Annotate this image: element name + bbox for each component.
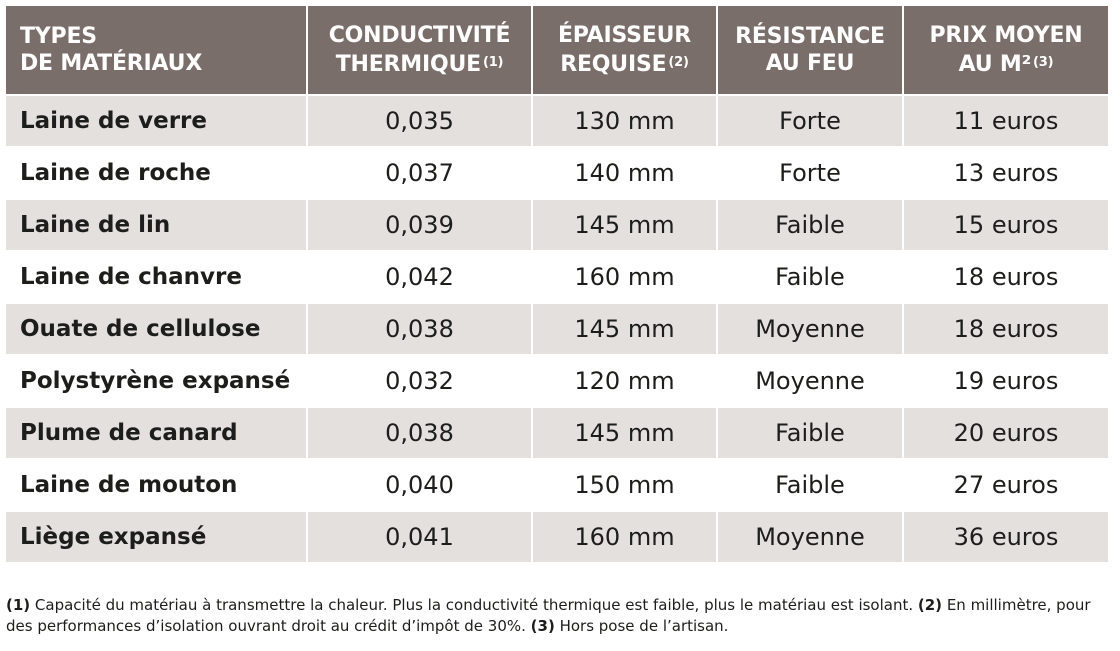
header-prix-line1: PRIX MOYEN [929,23,1083,48]
footnote-2-marker: (2) [917,596,943,614]
header-conductivite: CONDUCTIVITÉ THERMIQUE (1) [308,6,531,94]
table-row: Liège expansé 0,041 160 mm Moyenne 36 eu… [6,512,1108,562]
cell-resistance: Moyenne [718,304,902,354]
cell-prix: 20 euros [904,408,1108,458]
header-conductivite-line1: CONDUCTIVITÉ [328,23,511,48]
cell-prix: 18 euros [904,252,1108,302]
cell-epaisseur: 160 mm [533,512,716,562]
cell-epaisseur: 140 mm [533,148,716,198]
cell-prix: 27 euros [904,460,1108,510]
header-prix-line2: AU M² [958,52,1032,77]
table-row: Plume de canard 0,038 145 mm Faible 20 e… [6,408,1108,458]
footnote-2-text: En milli­mètre, pour des performances d’… [6,596,1091,635]
cell-resistance: Faible [718,252,902,302]
cell-material-name: Laine de mouton [6,460,306,510]
footnotes: (1) Capacité du matériau à transmettre l… [6,595,1106,637]
footnote-1-marker: (1) [6,596,31,614]
cell-conductivite: 0,035 [308,96,531,146]
header-conductivite-line2: THERMIQUE [335,52,481,77]
cell-resistance: Moyenne [718,512,902,562]
cell-material-name: Plume de canard [6,408,306,458]
cell-epaisseur: 120 mm [533,356,716,406]
insulation-table-container: TYPES DE MATÉRIAUX CONDUCTIVITÉ THERMIQU… [6,6,1112,562]
table-row: Laine de roche 0,037 140 mm Forte 13 eur… [6,148,1108,198]
table-row: Polystyrène expansé 0,032 120 mm Moyenne… [6,356,1108,406]
table-row: Laine de verre 0,035 130 mm Forte 11 eur… [6,96,1108,146]
cell-material-name: Laine de verre [6,96,306,146]
header-conductivite-note: (1) [482,55,504,70]
cell-prix: 13 euros [904,148,1108,198]
cell-conductivite: 0,039 [308,200,531,250]
cell-conductivite: 0,041 [308,512,531,562]
cell-resistance: Faible [718,200,902,250]
table-row: Laine de lin 0,039 145 mm Faible 15 euro… [6,200,1108,250]
header-prix-note: (3) [1033,55,1054,70]
insulation-materials-table: TYPES DE MATÉRIAUX CONDUCTIVITÉ THERMIQU… [4,4,1110,564]
header-row: TYPES DE MATÉRIAUX CONDUCTIVITÉ THERMIQU… [6,6,1108,94]
cell-prix: 19 euros [904,356,1108,406]
header-resistance: RÉSISTANCE AU FEU [718,6,902,94]
cell-conductivite: 0,040 [308,460,531,510]
cell-resistance: Forte [718,96,902,146]
table-row: Ouate de cellulose 0,038 145 mm Moyenne … [6,304,1108,354]
cell-resistance: Forte [718,148,902,198]
cell-material-name: Laine de roche [6,148,306,198]
cell-material-name: Ouate de cellulose [6,304,306,354]
table-body: Laine de verre 0,035 130 mm Forte 11 eur… [6,96,1108,562]
cell-material-name: Polystyrène expansé [6,356,306,406]
header-types: TYPES DE MATÉRIAUX [6,6,306,94]
footnote-1-text: Capacité du matériau à transmettre la ch… [30,596,918,614]
footnote-3-marker: (3) [530,617,555,635]
cell-conductivite: 0,032 [308,356,531,406]
header-resistance-line2: AU FEU [765,51,855,76]
cell-epaisseur: 160 mm [533,252,716,302]
cell-conductivite: 0,042 [308,252,531,302]
header-types-line1: TYPES [20,24,97,49]
table-row: Laine de chanvre 0,042 160 mm Faible 18 … [6,252,1108,302]
cell-resistance: Faible [718,460,902,510]
header-epaisseur-note: (2) [668,55,689,70]
cell-prix: 15 euros [904,200,1108,250]
cell-prix: 11 euros [904,96,1108,146]
header-prix: PRIX MOYEN AU M² (3) [904,6,1108,94]
cell-epaisseur: 130 mm [533,96,716,146]
cell-epaisseur: 145 mm [533,304,716,354]
footnote-3-text: Hors pose de l’artisan. [554,617,729,635]
cell-conductivite: 0,037 [308,148,531,198]
cell-prix: 18 euros [904,304,1108,354]
header-types-line2: DE MATÉRIAUX [20,51,203,76]
cell-conductivite: 0,038 [308,408,531,458]
cell-resistance: Moyenne [718,356,902,406]
cell-prix: 36 euros [904,512,1108,562]
cell-material-name: Laine de chanvre [6,252,306,302]
cell-material-name: Laine de lin [6,200,306,250]
table-row: Laine de mouton 0,040 150 mm Faible 27 e… [6,460,1108,510]
header-resistance-line1: RÉSISTANCE [735,24,885,49]
header-epaisseur-line2: REQUISE [560,52,667,77]
cell-material-name: Liège expansé [6,512,306,562]
table-header: TYPES DE MATÉRIAUX CONDUCTIVITÉ THERMIQU… [6,6,1108,94]
cell-epaisseur: 145 mm [533,408,716,458]
cell-resistance: Faible [718,408,902,458]
header-epaisseur: ÉPAISSEUR REQUISE (2) [533,6,716,94]
header-epaisseur-line1: ÉPAISSEUR [557,23,692,48]
cell-epaisseur: 145 mm [533,200,716,250]
cell-conductivite: 0,038 [308,304,531,354]
cell-epaisseur: 150 mm [533,460,716,510]
